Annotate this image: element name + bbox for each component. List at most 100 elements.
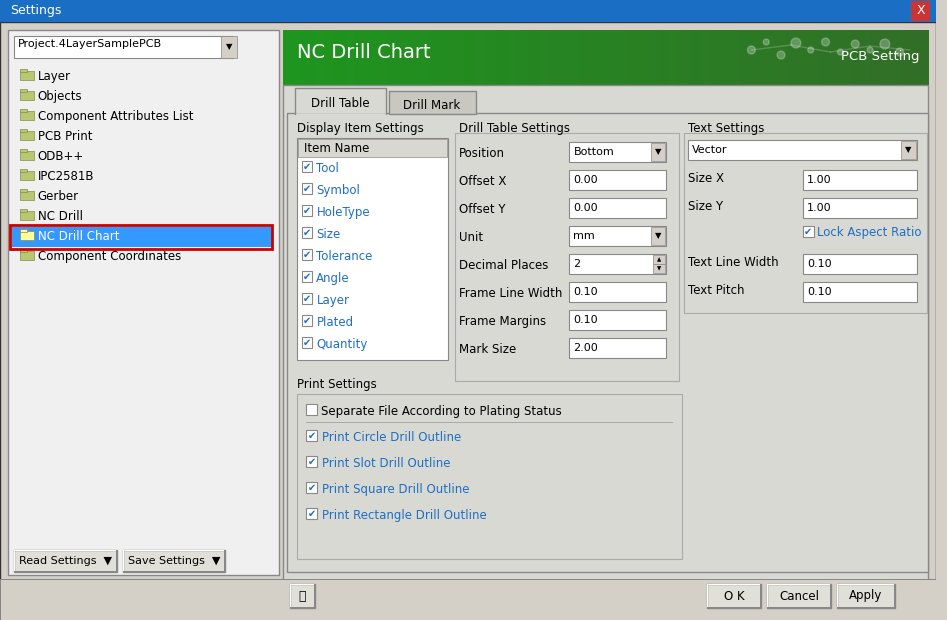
Text: Item Name: Item Name [304,142,369,155]
Bar [780,30,787,85]
Bar [922,30,929,85]
Bar [290,584,315,585]
Text: Print Rectangle Drill Outline: Print Rectangle Drill Outline [322,509,487,522]
Bar [837,584,895,585]
Bar [301,315,313,326]
Bar [392,30,400,85]
Bar [706,607,761,608]
Circle shape [747,46,756,54]
Bar [307,456,317,467]
Circle shape [880,39,890,49]
Text: 0.10: 0.10 [574,287,599,297]
Text: 0.10: 0.10 [807,287,831,297]
Text: Display Item Settings: Display Item Settings [296,122,423,135]
Text: ✔: ✔ [303,272,311,281]
Bar [569,282,667,302]
Text: 0.00: 0.00 [574,203,599,213]
Bar [283,30,290,85]
Bar [916,30,923,85]
Bar [502,30,509,85]
Text: Print Slot Drill Outline: Print Slot Drill Outline [322,457,451,470]
Bar [295,88,385,114]
Bar [20,91,33,100]
Text: ✔: ✔ [308,482,316,492]
Bar [857,30,865,85]
Bar [728,30,736,85]
Text: PCB Setting: PCB Setting [841,50,920,63]
Bar [301,293,313,304]
Bar [569,226,667,246]
Bar [483,30,491,85]
Text: ▼: ▼ [657,266,662,271]
Bar [670,30,677,85]
Text: Mark Size: Mark Size [458,343,516,356]
Bar [837,584,838,608]
Bar [20,109,27,112]
Bar [767,584,831,585]
Text: ✔: ✔ [308,508,316,518]
Bar [307,508,317,519]
Bar [706,584,708,608]
Circle shape [808,47,813,53]
Bar [9,225,272,249]
Bar [20,251,33,260]
Bar [20,189,27,192]
Text: Symbol: Symbol [316,184,360,197]
Bar [569,338,667,358]
Text: ✔: ✔ [303,249,311,260]
Bar [20,231,33,240]
Text: ✔: ✔ [303,228,311,237]
Bar [301,271,313,282]
Text: ODB++: ODB++ [38,150,84,163]
Text: Offset Y: Offset Y [458,203,506,216]
Bar [20,171,33,180]
Bar [366,30,374,85]
Bar [122,550,124,572]
Bar [14,550,116,551]
Bar [295,30,303,85]
Text: ✔: ✔ [303,293,311,304]
Bar [580,30,587,85]
Text: Objects: Objects [38,90,82,103]
Text: Size X: Size X [688,172,724,185]
Text: Apply: Apply [849,590,883,603]
Text: ✔: ✔ [303,205,311,216]
Text: ▼: ▼ [905,146,912,154]
Text: X: X [916,4,925,17]
Bar [425,30,432,85]
Bar [569,198,667,218]
Bar [652,264,666,273]
Text: Layer: Layer [38,70,71,83]
Text: ✔: ✔ [308,456,316,466]
Text: Print Circle Drill Outline: Print Circle Drill Outline [322,431,461,444]
Text: Print Settings: Print Settings [296,378,376,391]
Bar [301,205,313,216]
Text: Offset X: Offset X [458,175,506,188]
Bar [509,30,516,85]
Bar [20,229,27,232]
Bar [638,30,645,85]
Bar [573,30,581,85]
Bar [618,30,626,85]
Text: Text Settings: Text Settings [688,122,764,135]
Text: Position: Position [458,147,505,160]
Bar [593,30,600,85]
Bar [786,30,794,85]
Text: 🖶: 🖶 [299,590,306,603]
Bar [14,550,116,572]
Bar [911,1,930,21]
Bar [290,584,291,608]
Bar [301,183,313,194]
Bar [567,30,574,85]
Text: 2.00: 2.00 [574,343,599,353]
Text: Print Square Drill Outline: Print Square Drill Outline [322,483,470,496]
Bar [554,30,562,85]
Text: Drill Mark: Drill Mark [403,99,460,112]
Bar [870,30,878,85]
Text: 1.00: 1.00 [807,203,831,213]
Text: Project.4LayerSamplePCB: Project.4LayerSamplePCB [18,39,162,49]
Bar [767,584,831,608]
Bar [522,30,529,85]
Text: Plated: Plated [316,316,353,329]
Text: mm: mm [574,231,595,241]
